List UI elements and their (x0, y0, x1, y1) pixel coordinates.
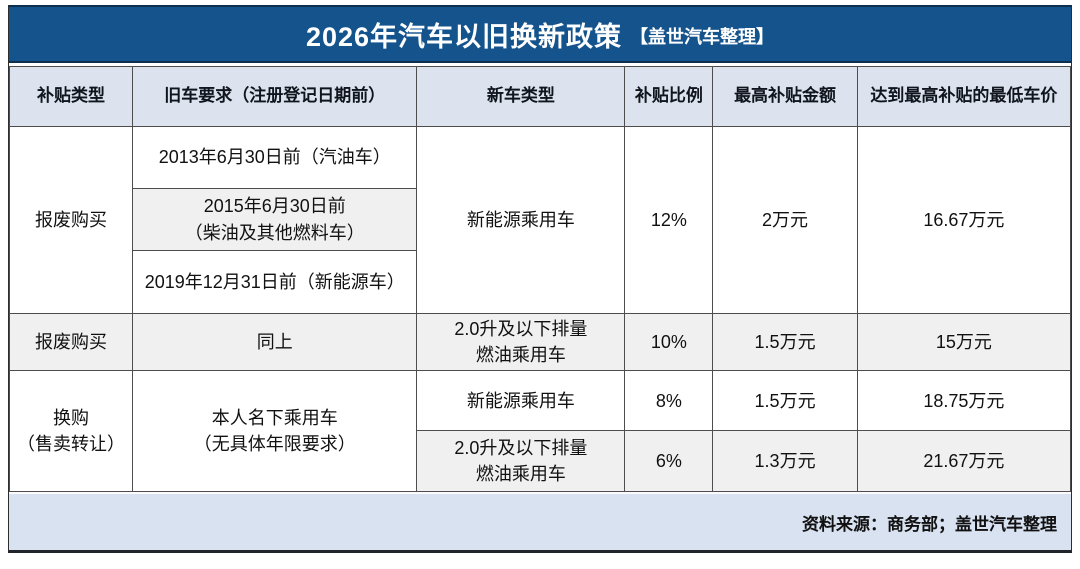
cell-min-price: 16.67万元 (856, 126, 1072, 314)
cell-min-price: 18.75万元 (856, 370, 1072, 432)
table-row: 报废购买 同上 2.0升及以下排量 燃油乘用车 10% 1.5万元 15万元 (8, 312, 1072, 372)
table-row: 报废购买 2013年6月30日前（汽油车） 新能源乘用车 12% 2万元 16.… (8, 126, 1072, 314)
cell-min-price: 15万元 (856, 312, 1072, 372)
title-bar: 2026年汽车以旧换新政策 【盖世汽车整理】 (9, 5, 1071, 63)
cell-max-subsidy: 1.5万元 (712, 312, 858, 372)
col-header-min-price: 达到最高补贴的最低车价 (856, 66, 1072, 127)
col-header-subsidy-type: 补贴类型 (8, 66, 134, 127)
cell-max-subsidy: 1.5万元 (712, 370, 858, 432)
cell-old-car-req: 同上 (132, 312, 418, 372)
policy-table: 补贴类型 旧车要求（注册登记日期前） 新车类型 补贴比例 最高补贴金额 达到最高… (8, 66, 1072, 493)
cell-subsidy-ratio: 12% (624, 126, 714, 314)
table-row: 2015年6月30日前 （柴油及其他燃料车） (10, 188, 1071, 251)
title-table-divider (9, 63, 1071, 66)
cell-max-subsidy: 1.3万元 (712, 430, 858, 493)
table-row: 2.0升及以下排量 燃油乘用车 6% 1.3万元 21.67万元 (10, 430, 1072, 493)
col-header-subsidy-ratio: 补贴比例 (624, 66, 714, 127)
cell-old-car-req: 2015年6月30日前 （柴油及其他燃料车） (132, 188, 418, 251)
cell-subsidy-ratio: 6% (624, 430, 714, 493)
table-row: 换购 （售卖转让） 本人名下乘用车 （无具体年限要求） 新能源乘用车 8% 1.… (8, 370, 1072, 493)
cell-subsidy-type: 换购 （售卖转让） (8, 370, 134, 493)
cell-old-car-req: 2019年12月31日前（新能源车） (132, 250, 418, 314)
cell-new-car-type: 新能源乘用车 (416, 370, 626, 432)
title-source-tag: 【盖世汽车整理】 (630, 27, 775, 47)
cell-subsidy-type: 报废购买 (8, 312, 134, 372)
cell-subsidy-type: 报废购买 (8, 126, 134, 314)
cell-old-car-req: 2013年6月30日前（汽油车） (132, 126, 418, 189)
cell-min-price: 21.67万元 (856, 430, 1072, 493)
policy-card: 2026年汽车以旧换新政策 【盖世汽车整理】 补贴类型 旧车要求（注册登记日期前… (8, 5, 1072, 554)
cell-max-subsidy: 2万元 (712, 126, 858, 314)
cell-new-car-type: 新能源乘用车 (416, 126, 626, 314)
cell-new-car-type: 2.0升及以下排量 燃油乘用车 (416, 312, 626, 372)
cell-new-car-type: 2.0升及以下排量 燃油乘用车 (416, 430, 626, 493)
col-header-new-car-type: 新车类型 (416, 66, 626, 127)
header-row: 补贴类型 旧车要求（注册登记日期前） 新车类型 补贴比例 最高补贴金额 达到最高… (8, 66, 1072, 127)
cell-subsidy-ratio: 8% (624, 370, 714, 432)
cell-subsidy-ratio: 10% (624, 312, 714, 372)
col-header-old-car-req: 旧车要求（注册登记日期前） (132, 66, 418, 127)
page-title: 2026年汽车以旧换新政策 (305, 21, 623, 52)
data-source-note: 资料来源：商务部；盖世汽车整理 (802, 514, 1057, 534)
cell-old-car-req: 本人名下乘用车 （无具体年限要求） (132, 370, 418, 493)
footer-bar: 资料来源：商务部；盖世汽车整理 (9, 492, 1071, 551)
col-header-max-subsidy: 最高补贴金额 (712, 66, 858, 127)
table-row: 2019年12月31日前（新能源车） (10, 250, 1071, 314)
